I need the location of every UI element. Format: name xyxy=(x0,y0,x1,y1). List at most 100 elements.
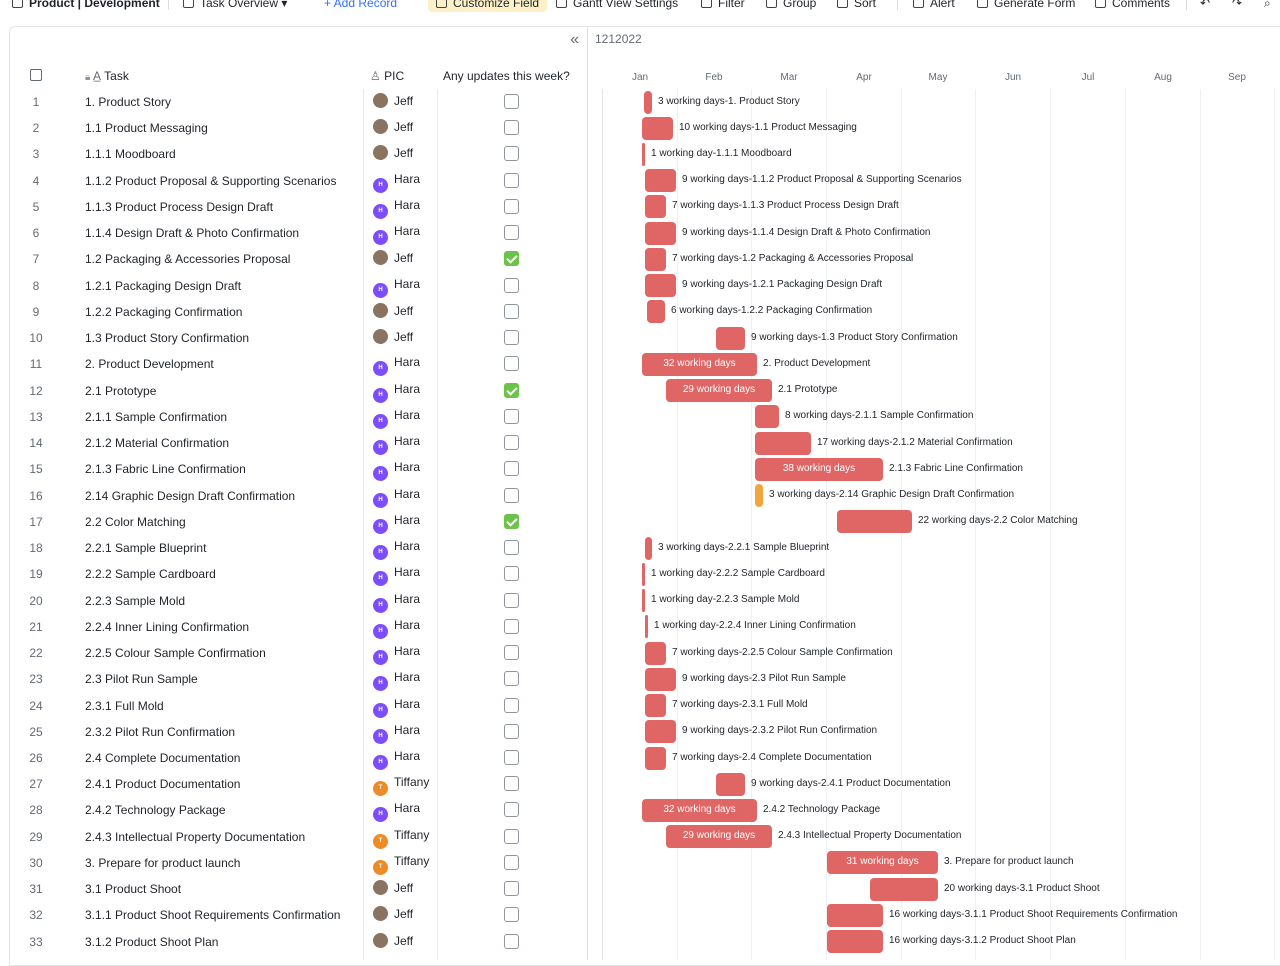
gantt-settings-button[interactable]: Gantt View Settings xyxy=(556,0,678,12)
redo-button[interactable]: ↷ xyxy=(1232,0,1243,10)
updates-checkbox[interactable] xyxy=(504,198,519,214)
task-cell[interactable]: 1. Product Story xyxy=(85,95,172,109)
task-cell[interactable]: 2.3.1 Full Mold xyxy=(85,698,164,713)
pic-cell[interactable]: Jeff xyxy=(373,302,413,318)
table-row[interactable]: 23 2.3 Pilot Run Sample H Hara xyxy=(10,666,587,692)
pic-cell[interactable]: Jeff xyxy=(373,329,413,345)
updates-checkbox[interactable] xyxy=(504,881,519,897)
pic-cell[interactable]: H Hara xyxy=(373,539,420,561)
updates-checkbox[interactable] xyxy=(504,146,519,162)
task-cell[interactable]: 2.2.4 Inner Lining Confirmation xyxy=(85,619,250,634)
alert-button[interactable]: Alert xyxy=(913,0,955,12)
gantt-bar[interactable] xyxy=(827,903,883,927)
table-row[interactable]: 1 1. Product Story Jeff xyxy=(10,89,587,115)
gantt-bar[interactable] xyxy=(645,667,676,691)
pic-cell[interactable]: Jeff xyxy=(373,880,413,896)
pic-cell[interactable]: H Hara xyxy=(373,434,420,456)
customize-field-button[interactable]: Customize Field xyxy=(428,0,548,12)
task-cell[interactable]: 2.4.1 Product Documentation xyxy=(85,777,241,792)
task-cell[interactable]: 3.1 Product Shoot xyxy=(85,882,182,897)
gantt-bar[interactable] xyxy=(755,405,779,429)
updates-checkbox[interactable] xyxy=(504,828,519,844)
task-cell[interactable]: 1.3 Product Story Confirmation xyxy=(85,331,250,346)
task-cell[interactable]: 1.1.1 Moodboard xyxy=(85,147,176,162)
gantt-bar[interactable] xyxy=(755,484,763,508)
column-header-updates[interactable]: Any updates this week? xyxy=(443,69,570,83)
pic-cell[interactable]: H Hara xyxy=(373,355,420,377)
table-row[interactable]: 14 2.1.2 Material Confirmation H Hara xyxy=(10,430,587,456)
pic-cell[interactable]: H Hara xyxy=(373,697,420,718)
task-cell[interactable]: 2.14 Graphic Design Draft Confirmation xyxy=(85,488,296,503)
table-row[interactable]: 25 2.3.2 Pilot Run Confirmation H Hara xyxy=(10,719,587,745)
table-row[interactable]: 6 1.1.4 Design Draft & Photo Confirmation… xyxy=(10,220,587,246)
updates-checkbox[interactable] xyxy=(504,303,519,319)
task-cell[interactable]: 2.2.3 Sample Mold xyxy=(85,593,186,608)
table-row[interactable]: 12 2.1 Prototype H Hara xyxy=(10,378,587,404)
group-button[interactable]: Group xyxy=(766,0,816,12)
search-icon[interactable]: ⌕ xyxy=(1264,0,1271,10)
pic-cell[interactable]: H Hara xyxy=(373,592,420,613)
table-row[interactable]: 5 1.1.3 Product Process Design Draft H Hara xyxy=(10,194,587,220)
table-row[interactable]: 15 2.1.3 Fabric Line Confirmation H Hara xyxy=(10,456,587,482)
gantt-bar[interactable] xyxy=(642,589,645,613)
pic-cell[interactable]: H Hara xyxy=(373,487,420,508)
task-cell[interactable]: 3.1.2 Product Shoot Plan xyxy=(85,934,219,949)
updates-checkbox[interactable] xyxy=(504,408,519,424)
updates-checkbox[interactable] xyxy=(504,94,519,109)
gantt-bar[interactable] xyxy=(827,930,883,954)
updates-checkbox[interactable] xyxy=(504,933,519,949)
updates-checkbox[interactable] xyxy=(504,356,519,372)
gantt-bar[interactable] xyxy=(716,772,745,796)
table-row[interactable]: 19 2.2.2 Sample Cardboard H Hara xyxy=(10,561,587,587)
updates-checkbox[interactable] xyxy=(504,120,519,136)
updates-checkbox[interactable] xyxy=(504,172,519,188)
task-cell[interactable]: 1.2.1 Packaging Design Draft xyxy=(85,278,242,293)
collapse-chevrons-icon[interactable]: « xyxy=(570,31,579,48)
updates-checkbox[interactable] xyxy=(504,645,519,661)
gantt-bar[interactable] xyxy=(645,694,666,718)
table-row[interactable]: 17 2.2 Color Matching H Hara xyxy=(10,509,587,535)
table-row[interactable]: 8 1.2.1 Packaging Design Draft H Hara xyxy=(10,273,587,299)
gantt-bar[interactable] xyxy=(645,274,676,298)
gantt-bar[interactable] xyxy=(645,221,676,245)
table-row[interactable]: 30 3. Prepare for product launch T Tiffany xyxy=(10,850,587,876)
table-row[interactable]: 13 2.1.1 Sample Confirmation H Hara xyxy=(10,404,587,430)
pic-cell[interactable]: H Hara xyxy=(373,749,420,770)
table-row[interactable]: 9 1.2.2 Packaging Confirmation Jeff xyxy=(10,299,587,325)
gantt-bar[interactable] xyxy=(645,169,676,193)
updates-checkbox[interactable] xyxy=(504,566,519,582)
table-row[interactable]: 7 1.2 Packaging & Accessories Proposal Jef… xyxy=(10,246,587,272)
task-cell[interactable]: 1.1.4 Design Draft & Photo Confirmation xyxy=(85,226,300,241)
table-row[interactable]: 31 3.1 Product Shoot Jeff xyxy=(10,876,587,902)
pic-cell[interactable]: Jeff xyxy=(373,93,413,108)
gantt-bar[interactable] xyxy=(645,746,666,770)
updates-checkbox[interactable] xyxy=(504,251,519,267)
updates-checkbox[interactable] xyxy=(504,487,519,503)
task-cell[interactable]: 2. Product Development xyxy=(85,357,214,372)
task-cell[interactable]: 3.1.1 Product Shoot Requirements Confirm… xyxy=(85,908,341,923)
pic-cell[interactable]: H Hara xyxy=(373,172,420,193)
table-row[interactable]: 3 1.1.1 Moodboard Jeff xyxy=(10,141,587,167)
table-row[interactable]: 11 2. Product Development H Hara xyxy=(10,351,587,377)
gantt-bar[interactable] xyxy=(644,90,652,114)
table-row[interactable]: 26 2.4 Complete Documentation H Hara xyxy=(10,745,587,771)
task-cell[interactable]: 2.2 Color Matching xyxy=(85,514,186,529)
table-row[interactable]: 10 1.3 Product Story Confirmation Jeff xyxy=(10,325,587,351)
updates-checkbox[interactable] xyxy=(504,618,519,634)
table-row[interactable]: 32 3.1.1 Product Shoot Requirements Confi… xyxy=(10,902,587,928)
pic-cell[interactable]: H Hara xyxy=(373,224,420,246)
task-cell[interactable]: 2.1.1 Sample Confirmation xyxy=(85,409,228,424)
pic-cell[interactable]: H Hara xyxy=(373,408,420,429)
table-row[interactable]: 18 2.2.1 Sample Blueprint H Hara xyxy=(10,535,587,561)
gantt-bar[interactable]: 38 working days xyxy=(755,457,883,481)
task-cell[interactable]: 3. Prepare for product launch xyxy=(85,855,241,870)
updates-checkbox[interactable] xyxy=(504,854,519,870)
gantt-bar[interactable]: 32 working days xyxy=(642,798,757,822)
gantt-bar[interactable] xyxy=(642,142,645,166)
pic-cell[interactable]: H Hara xyxy=(373,801,420,823)
pic-cell[interactable]: Jeff xyxy=(373,932,413,948)
gantt-bar[interactable]: 31 working days xyxy=(827,851,938,875)
task-cell[interactable]: 1.1 Product Messaging xyxy=(85,121,208,136)
pic-cell[interactable]: H Hara xyxy=(373,382,420,403)
task-cell[interactable]: 1.2 Packaging & Accessories Proposal xyxy=(85,252,291,267)
